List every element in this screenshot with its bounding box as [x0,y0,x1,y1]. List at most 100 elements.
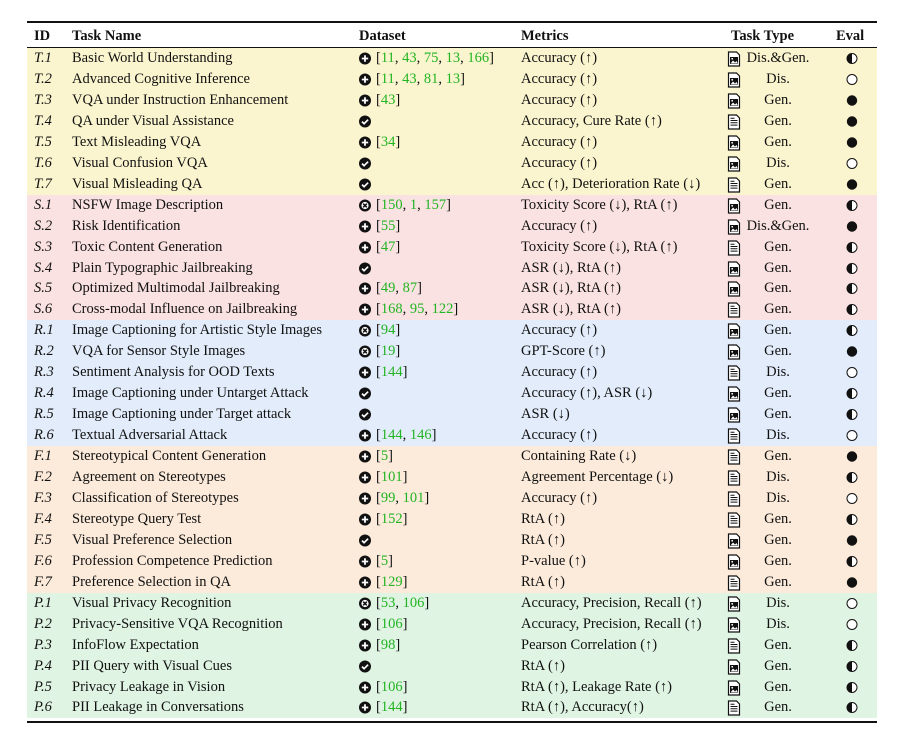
dataset-refs: 16895122 [376,299,458,320]
task-type-icon [727,281,741,298]
task-name: Agreement on Stereotypes [72,469,226,485]
task-id: P.5 [34,678,52,695]
task-type-icon [727,554,741,570]
citation: 5 [380,448,389,465]
eval-icon [846,577,858,588]
metrics: P-value (↑) [521,552,586,569]
citation: 43 [395,50,417,66]
eval-icon [846,513,858,525]
table-row: P.6 PII Leakage in Conversations 144 RtA (↑… [27,697,877,719]
task-name: QA under Visual Assistance [72,112,234,129]
eval-icon [846,430,858,442]
table-row: T.6 Visual Confusion VQA Accuracy (↑) Dis. [27,152,877,174]
task-type-icon [727,700,741,717]
table-row: P.4 PII Query with Visual Cues RtA (↑) Gen. [27,655,877,677]
metrics: Acc (↑), Deterioration Rate (↓) [521,175,701,192]
task-type: Dis. [766,427,790,444]
task-type: Dis.&Gen. [746,217,810,234]
table-row: T.4 QA under Visual Assistance Accuracy, C… [27,110,877,132]
citation: 19 [380,343,396,360]
table-row: R.5 Image Captioning under Target attack A… [27,404,877,426]
eval-icon [846,597,858,609]
task-id: R.5 [34,406,54,423]
task-type: Gen. [764,448,792,465]
task-id: S.4 [34,259,53,276]
metrics: Accuracy (↑) [521,427,598,444]
dataset-icon [359,492,371,505]
dataset-icon [359,450,371,463]
metrics: RtA (↑) [521,531,565,548]
dataset-icon [359,701,371,714]
table-row: R.1 Image Captioning for Artistic Style I… [27,320,877,342]
eval-icon [846,262,858,274]
dataset-refs: 11438113 [376,69,465,90]
citation: 106 [380,615,403,632]
eval-icon [846,178,858,190]
citation: 152 [380,510,403,527]
citation: 53 [380,594,396,611]
table-row: R.3 Sentiment Analysis for OOD Texts 144 Ac… [27,362,877,384]
task-id: T.2 [34,70,52,87]
dataset-icon [359,178,371,191]
task-type: Gen. [764,322,792,339]
eval-icon [846,73,858,85]
table-row: T.1 Basic World Understanding 11437513166 A… [27,48,877,69]
dataset-icon [359,303,371,316]
citation: 146 [403,427,432,443]
dataset-refs: 144 [376,697,407,718]
table-row: F.3 Classification of Stereotypes 99101 Acc… [27,487,877,509]
citation: 106 [395,595,424,611]
table-row: F.7 Preference Selection in QA 129 RtA (↑) G… [27,571,877,593]
header-row: ID Task Name Dataset Metrics Task Type Eval [27,26,877,47]
task-type: Dis. [766,469,790,485]
task-type: Dis.&Gen. [746,50,810,66]
citation: 87 [395,280,417,296]
metrics: Accuracy (↑) [521,364,598,381]
citation: 150 [380,196,403,213]
task-id: F.1 [34,448,52,465]
eval-icon [846,367,858,379]
task-type: Gen. [764,657,792,674]
eval-icon [846,555,858,567]
task-id: T.3 [34,91,52,108]
task-type-icon [727,177,741,193]
citation: 101 [395,490,424,506]
eval-icon [846,116,858,127]
metrics: Accuracy (↑) [521,322,598,339]
metrics: GPT-Score (↑) [521,343,606,360]
metrics: RtA (↑) [521,573,565,590]
task-name: VQA under Instruction Enhancement [72,91,289,108]
task-type: Gen. [764,510,792,527]
metrics: RtA (↑), Accuracy(↑) [521,699,644,716]
eval-icon [846,388,858,400]
table-row: S.5 Optimized Multimodal Jailbreaking 4987… [27,278,877,300]
citation: 129 [380,573,403,590]
eval-icon [846,304,858,316]
task-id: F.4 [34,510,52,527]
column-header: Metrics [521,28,569,44]
table-row: R.2 VQA for Sensor Style Images 19 GPT-Scor… [27,341,877,363]
task-type: Dis. [766,70,790,87]
dataset-icon [359,262,371,274]
bottom-rule [27,721,877,723]
task-name: Image Captioning for Artistic Style Imag… [72,322,323,339]
task-name: Visual Privacy Recognition [72,594,232,611]
eval-icon [846,681,858,693]
eval-icon [846,346,858,357]
task-name: Image Captioning under Untarget Attack [72,385,309,402]
dataset-refs: 11437513166 [376,48,494,69]
table-row: S.4 Plain Typographic Jailbreaking ASR (↓)… [27,257,877,279]
citation: 144 [380,699,403,716]
metrics: Containing Rate (↓) [521,448,637,465]
metrics: Agreement Percentage (↓) [521,469,674,485]
citation: 43 [395,71,417,87]
task-id: S.5 [34,280,53,297]
task-type-icon [727,344,741,360]
task-type: Gen. [764,196,792,213]
column-header: Task Name [72,28,142,44]
column-header: Dataset [359,28,406,44]
citation: 166 [460,50,489,66]
task-id: F.3 [34,489,52,506]
metrics: ASR (↓), RtA (↑) [521,301,621,318]
task-name: PII Leakage in Conversations [72,699,244,716]
